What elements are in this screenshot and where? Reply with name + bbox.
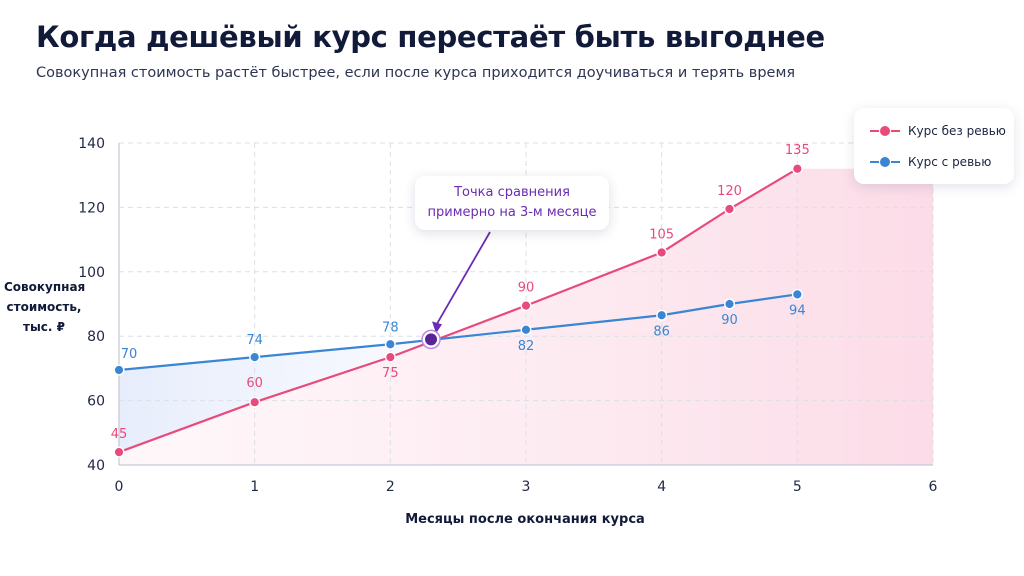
data-point-series-1 (113, 446, 125, 458)
y-axis-label: Совокупная стоимость, тыс. ₽ (4, 277, 86, 337)
x-tick-label: 5 (793, 479, 802, 495)
x-tick-label: 6 (929, 479, 938, 495)
data-label-series-2: 86 (653, 324, 670, 339)
legend-item-series-2[interactable]: Курс с ревью (870, 153, 991, 171)
legend-swatch-series-2 (870, 155, 900, 169)
y-tick-label: 120 (78, 200, 105, 216)
data-point-series-1 (656, 246, 668, 258)
legend-swatch-series-1 (870, 124, 900, 138)
chart-legend: Курс без ревью Курс с ревью (854, 108, 1014, 184)
data-label-series-1: 90 (518, 281, 535, 296)
x-tick-label: 0 (115, 479, 124, 495)
y-tick-label: 40 (87, 458, 105, 474)
data-point-series-1 (724, 203, 736, 215)
data-label-series-2: 78 (382, 320, 399, 335)
data-label-series-1: 105 (649, 227, 674, 242)
legend-label-series-2: Курс с ревью (908, 155, 992, 169)
x-tick-label: 2 (386, 479, 395, 495)
data-point-series-2 (656, 309, 668, 321)
y-axis-label-line-3: тыс. ₽ (22, 320, 65, 334)
data-label-series-1: 120 (717, 184, 742, 199)
comparison-callout: Точка сравнения примерно на 3-м месяце (415, 176, 609, 230)
data-point-series-2 (249, 351, 261, 363)
data-label-series-2: 74 (246, 333, 263, 348)
y-axis-label-line-1: Совокупная (4, 280, 86, 294)
callout-line-2: примерно на 3-м месяце (427, 205, 597, 220)
data-point-series-1 (249, 396, 261, 408)
x-tick-label: 3 (522, 479, 531, 495)
x-tick-label: 1 (250, 479, 259, 495)
y-tick-label: 60 (87, 394, 105, 410)
data-point-series-2 (113, 364, 125, 376)
data-label-series-1: 45 (111, 427, 128, 442)
page-title: Когда дешёвый курс перестаёт быть выгодн… (36, 20, 825, 54)
data-point-series-2 (791, 288, 803, 300)
x-tick-label: 4 (657, 479, 666, 495)
data-label-series-2: 94 (789, 303, 806, 318)
data-point-series-2 (384, 338, 396, 350)
data-point-series-1 (791, 163, 803, 175)
data-point-series-1 (384, 351, 396, 363)
data-point-series-2 (520, 324, 532, 336)
intersection-marker (425, 333, 438, 346)
callout-arrow-head (432, 321, 443, 334)
data-label-series-2: 70 (121, 347, 138, 362)
data-label-series-1: 75 (382, 366, 399, 381)
data-label-series-2: 90 (721, 313, 738, 328)
data-point-series-1 (520, 300, 532, 312)
data-label-series-1: 60 (246, 376, 263, 391)
y-tick-label: 80 (87, 329, 105, 345)
legend-label-series-1: Курс без ревью (908, 124, 1006, 138)
y-tick-label: 100 (78, 265, 105, 281)
area-gap (119, 339, 432, 453)
data-label-series-2: 82 (518, 339, 535, 354)
data-label-series-1: 135 (785, 143, 810, 158)
x-axis-label: Месяцы после окончания курса (405, 512, 645, 527)
y-tick-label: 140 (78, 136, 105, 152)
page-subtitle: Совокупная стоимость растёт быстрее, есл… (36, 65, 796, 81)
y-axis-label-line-2: стоимость, (6, 300, 82, 314)
legend-item-series-1[interactable]: Курс без ревью (870, 122, 1006, 140)
callout-line-1: Точка сравнения (454, 185, 570, 200)
data-point-series-2 (724, 298, 736, 310)
callout-arrow-line (435, 231, 491, 326)
